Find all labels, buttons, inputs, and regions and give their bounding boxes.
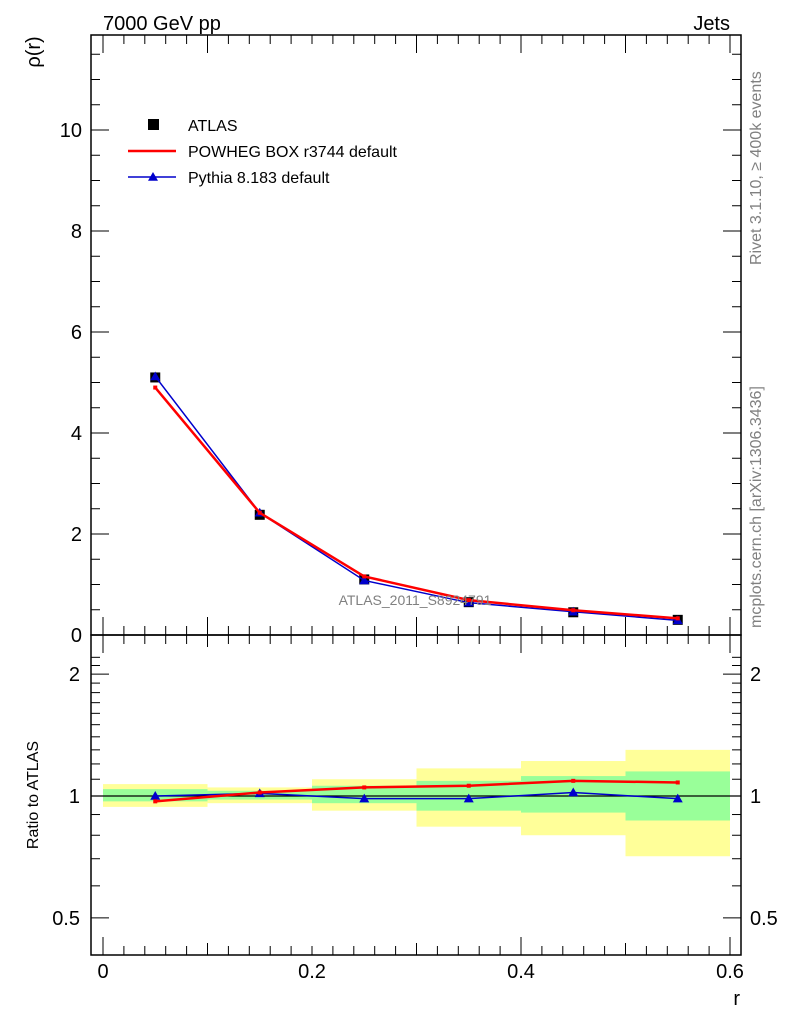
powheg-marker bbox=[466, 598, 471, 603]
header-right: Jets bbox=[693, 13, 730, 35]
ratio-y-tick-label-right: 2 bbox=[750, 664, 761, 686]
ratio-y-tick-label-right: 0.5 bbox=[750, 908, 778, 930]
legend-pythia-marker bbox=[148, 172, 158, 181]
ratio-pythia-marker bbox=[672, 793, 683, 803]
powheg-marker bbox=[675, 616, 680, 621]
ratio-powheg-marker bbox=[675, 780, 680, 785]
ratio-y-tick-label-left: 2 bbox=[69, 664, 80, 686]
ratio-y-tick-label-left: 0.5 bbox=[52, 908, 80, 930]
ratio-y-tick-label-right: 1 bbox=[750, 786, 761, 808]
mcplots-label: mcplots.cern.ch [arXiv:1306.3436] bbox=[748, 386, 765, 628]
legend-label: POWHEG BOX r3744 default bbox=[188, 144, 398, 161]
legend-label: Pythia 8.183 default bbox=[188, 170, 330, 187]
ratio-powheg-marker bbox=[466, 783, 471, 788]
ratio-powheg-marker bbox=[153, 799, 158, 804]
header-left: 7000 GeV pp bbox=[103, 13, 221, 35]
powheg-marker bbox=[257, 510, 262, 515]
ratio-x-tick-label: 0 bbox=[97, 961, 108, 983]
ratio-powheg-marker bbox=[362, 785, 367, 790]
legend-label: ATLAS bbox=[188, 118, 238, 135]
ratio-powheg-line bbox=[155, 779, 678, 803]
ratio-powheg-marker bbox=[257, 790, 262, 795]
ratio-pythia-marker bbox=[150, 791, 161, 800]
ratio-y-axis-label: Ratio to ATLAS bbox=[25, 741, 42, 849]
powheg-line bbox=[154, 386, 678, 620]
powheg-marker bbox=[362, 574, 367, 579]
main-y-tick-label: 6 bbox=[71, 322, 82, 344]
x-axis-label: r bbox=[733, 988, 740, 1010]
ratio-x-tick-label: 0.6 bbox=[716, 961, 744, 983]
main-y-tick-label: 4 bbox=[71, 423, 82, 445]
ratio-powheg-marker bbox=[571, 778, 576, 783]
ratio-pythia-marker bbox=[359, 793, 370, 803]
powheg-marker bbox=[571, 608, 576, 613]
ratio-x-tick-label: 0.2 bbox=[298, 961, 326, 983]
main-y-tick-label: 2 bbox=[71, 524, 82, 546]
rivet-label: Rivet 3.1.10, ≥ 400k events bbox=[748, 71, 765, 265]
pythia-marker bbox=[359, 575, 370, 585]
legend-atlas-marker bbox=[148, 119, 159, 130]
ratio-y-tick-label-left: 1 bbox=[69, 786, 80, 808]
ratio-x-tick-label: 0.4 bbox=[507, 961, 535, 983]
ratio-pythia-marker bbox=[568, 787, 579, 797]
ratio-pythia-marker bbox=[463, 793, 474, 803]
pythia-line bbox=[154, 375, 678, 622]
pythia-marker bbox=[150, 371, 161, 381]
main-y-tick-label: 0 bbox=[71, 625, 82, 647]
main-y-tick-label: 10 bbox=[60, 120, 82, 142]
main-y-tick-label: 8 bbox=[71, 221, 82, 243]
analysis-label: ATLAS_2011_S8924791 bbox=[339, 592, 492, 608]
powheg-marker bbox=[153, 385, 158, 390]
main-y-axis-label: ρ(r) bbox=[23, 36, 45, 67]
